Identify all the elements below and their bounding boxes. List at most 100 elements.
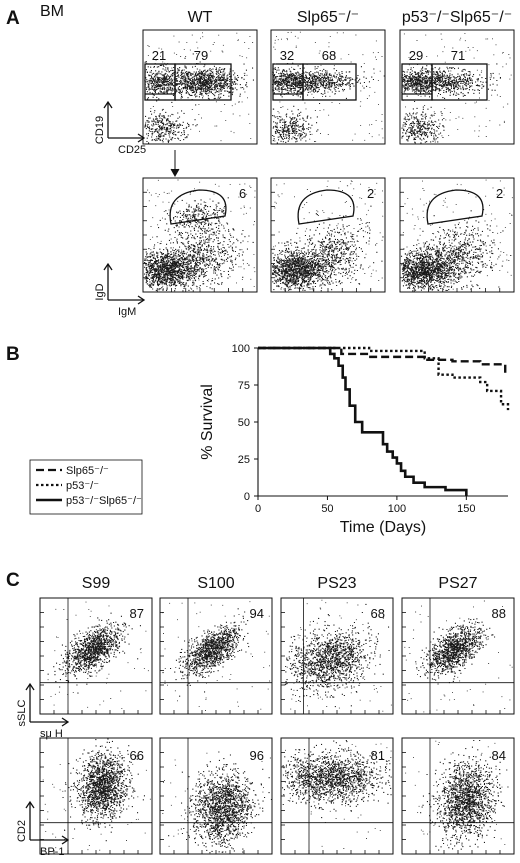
dot-cloud — [144, 242, 217, 292]
gate-semicircle — [426, 189, 484, 225]
facs-plot-igd-igm — [270, 177, 386, 293]
panel-letter-b: B — [6, 344, 20, 365]
survival-curve-dotted — [258, 346, 510, 411]
facs-plot-cd2-bp1 — [39, 737, 153, 855]
y-axis-label: sSLC — [16, 699, 28, 726]
gate-percent-left: 32 — [280, 48, 294, 63]
gate-percent-left: 21 — [152, 48, 166, 63]
arrowhead-icon — [137, 133, 146, 143]
legend-label: p53⁻/⁻Slp65⁻/⁻ — [66, 495, 142, 507]
y-tick-label: 50 — [238, 417, 250, 429]
plot-frame — [270, 29, 386, 145]
facs-plot-sslc-smuh — [280, 597, 394, 715]
plot-frame — [39, 597, 153, 715]
facs-plot-igd-igm — [142, 177, 258, 293]
gate-percent: 6 — [239, 186, 246, 201]
survival-chart — [254, 346, 510, 500]
facs-plot-cd19-cd25 — [399, 29, 515, 145]
dot-cloud — [282, 739, 392, 819]
dot-cloud — [47, 612, 141, 694]
chart-legend — [29, 459, 143, 515]
dot-cloud — [62, 738, 145, 842]
gate-right — [431, 63, 488, 101]
plot-frame — [159, 737, 273, 855]
dot-cloud — [162, 608, 250, 697]
y-axis-label: CD2 — [16, 820, 28, 842]
quadrant-percent: 66 — [130, 748, 144, 763]
quadrant-percent: 81 — [371, 748, 385, 763]
gate-right — [302, 63, 357, 101]
column-header: S99 — [82, 575, 111, 592]
gate-semicircle — [169, 189, 227, 225]
x-axis-label: CD25 — [118, 144, 146, 156]
gate-percent: 2 — [496, 186, 503, 201]
quadrant-percent: 84 — [492, 748, 506, 763]
gate-percent: 2 — [367, 186, 374, 201]
dot-cloud — [415, 618, 496, 685]
quadrant-percent: 94 — [250, 606, 264, 621]
quadrant-percent: 96 — [250, 748, 264, 763]
x-axis-label: Time (Days) — [340, 519, 427, 536]
column-header: PS23 — [317, 575, 356, 592]
panel-letter-a: A — [6, 8, 20, 29]
dot-noise — [273, 31, 384, 142]
y-axis-label: CD19 — [94, 116, 106, 144]
facs-plot-igd-igm — [399, 177, 515, 293]
dot-cloud — [402, 209, 512, 292]
plot-frame — [159, 597, 273, 715]
dot-cloud — [158, 197, 230, 240]
dot-noise — [47, 601, 149, 710]
x-tick-label: 0 — [255, 503, 261, 515]
legend-label: p53⁻/⁻ — [66, 480, 99, 492]
column-header: p53⁻/⁻Slp65⁻/⁻ — [402, 9, 512, 26]
column-header: Slp65⁻/⁻ — [297, 9, 359, 26]
arrowhead-icon — [25, 682, 35, 691]
gate-percent-right: 79 — [194, 48, 208, 63]
dot-cloud — [401, 63, 441, 101]
facs-plot-cd2-bp1 — [280, 737, 394, 855]
legend-label: Slp65⁻/⁻ — [66, 465, 109, 477]
gate-right — [174, 63, 232, 101]
column-header: WT — [188, 9, 213, 26]
survival-curve-solid — [258, 346, 468, 496]
facs-plot-cd19-cd25 — [270, 29, 386, 145]
facs-plot-sslc-smuh — [401, 597, 515, 715]
arrowhead-icon — [61, 717, 70, 727]
dot-noise — [286, 599, 392, 712]
gate-percent-left: 29 — [409, 48, 423, 63]
arrowhead-icon — [25, 800, 35, 809]
arrowhead-icon — [137, 295, 146, 305]
y-axis-label: IgD — [94, 283, 106, 300]
dot-cloud — [275, 205, 384, 292]
arrowhead-icon — [61, 835, 70, 845]
y-tick-label: 100 — [232, 343, 250, 355]
dot-cloud — [146, 207, 254, 292]
quadrant-percent: 87 — [130, 606, 144, 621]
quadrant-percent: 88 — [492, 606, 506, 621]
arrowhead-icon — [103, 100, 113, 109]
arrowhead-icon — [170, 168, 180, 178]
x-tick-label: 150 — [457, 503, 475, 515]
dot-cloud — [401, 63, 501, 100]
dot-noise — [404, 600, 513, 713]
y-tick-label: 75 — [238, 380, 250, 392]
dot-cloud — [272, 105, 319, 144]
dot-noise — [145, 32, 254, 142]
dot-cloud — [168, 751, 272, 854]
dot-noise — [273, 180, 384, 290]
survival-curve-dashed — [258, 346, 508, 375]
dot-noise — [402, 32, 512, 143]
gate-percent-right: 71 — [451, 48, 465, 63]
gate-semicircle — [297, 189, 355, 225]
dot-cloud — [420, 739, 509, 851]
facs-plot-cd2-bp1 — [159, 737, 273, 855]
x-axis-label: BP-1 — [40, 846, 64, 858]
dot-cloud — [272, 62, 313, 98]
facs-plot-cd19-cd25 — [142, 29, 258, 145]
plot-frame — [399, 29, 515, 145]
x-tick-label: 100 — [388, 503, 406, 515]
dot-cloud — [284, 603, 390, 708]
x-axis-label: IgM — [118, 306, 136, 318]
column-header: PS27 — [438, 575, 477, 592]
